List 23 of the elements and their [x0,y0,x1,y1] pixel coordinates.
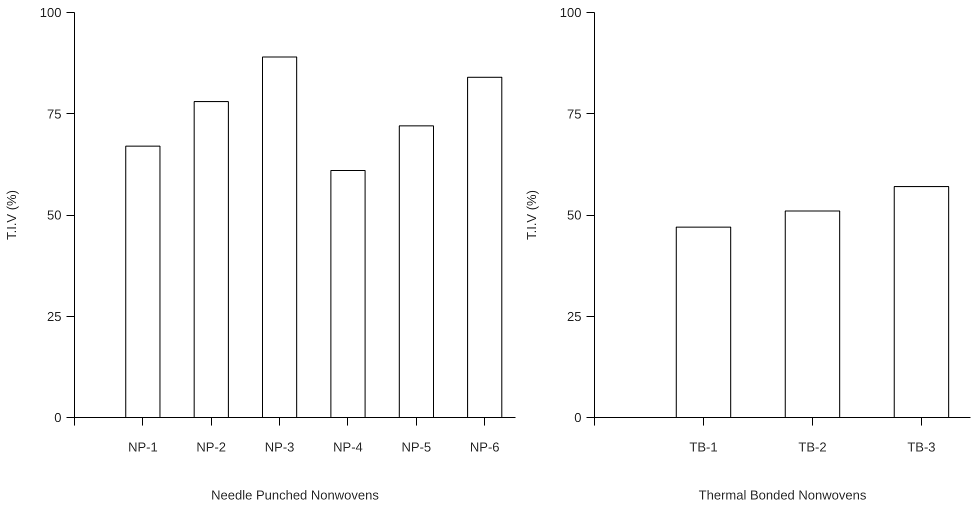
x-axis-title: Thermal Bonded Nonwovens [698,488,867,502]
y-tick-label: 100 [40,5,62,20]
y-tick-label: 100 [560,5,582,20]
x-tick-label: NP-4 [333,440,363,454]
x-tick-label: NP-3 [264,440,294,454]
x-tick-label: NP-2 [196,440,226,454]
y-tick-label: 25 [47,308,62,324]
y-tick-label: 75 [47,106,62,122]
y-tick-label: 0 [574,410,582,425]
x-tick-label: TB-3 [907,440,936,454]
x-tick-label: NP-5 [402,440,432,454]
y-tick-label: 25 [567,308,582,324]
x-tick-label: TB-1 [689,440,718,454]
y-tick-label: 0 [54,410,62,425]
x-tick-label: TB-2 [798,440,827,454]
y-tick-label: 50 [47,208,62,222]
x-axis-title: Needle Punched Nonwovens [211,488,380,502]
y-axis-title: T.I.V (%) [524,190,539,240]
y-axis-title: T.I.V (%) [4,190,19,240]
x-tick-label: NP-6 [470,440,500,454]
y-tick-label: 50 [567,208,582,222]
x-tick-label: NP-1 [128,440,158,454]
y-tick-label: 75 [567,106,582,122]
